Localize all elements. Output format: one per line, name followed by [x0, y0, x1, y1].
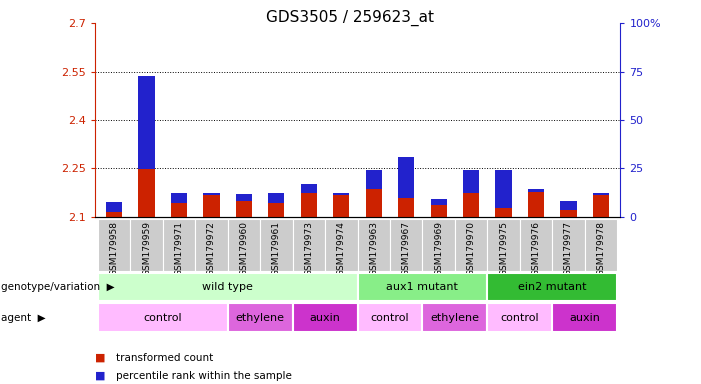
- Bar: [430, 199, 447, 217]
- Bar: [292, 303, 358, 332]
- Bar: [171, 193, 187, 217]
- Text: GSM179974: GSM179974: [336, 221, 346, 276]
- Bar: [228, 219, 260, 271]
- Text: genotype/variation  ▶: genotype/variation ▶: [1, 282, 115, 292]
- Bar: [98, 273, 358, 301]
- Bar: [358, 273, 487, 301]
- Bar: [138, 76, 155, 217]
- Bar: [463, 170, 479, 217]
- Bar: [528, 189, 544, 192]
- Bar: [268, 193, 285, 203]
- Bar: [560, 202, 576, 210]
- Text: ethylene: ethylene: [236, 313, 285, 323]
- Bar: [423, 303, 487, 332]
- Bar: [138, 76, 155, 169]
- Bar: [301, 193, 317, 217]
- Text: auxin: auxin: [310, 313, 341, 323]
- Bar: [366, 170, 382, 217]
- Bar: [358, 219, 390, 271]
- Bar: [268, 193, 285, 217]
- Text: GSM179978: GSM179978: [597, 221, 606, 276]
- Bar: [260, 219, 292, 271]
- Bar: [171, 193, 187, 204]
- Bar: [301, 184, 317, 193]
- Text: GSM179973: GSM179973: [304, 221, 313, 276]
- Bar: [366, 170, 382, 189]
- Text: transformed count: transformed count: [116, 353, 213, 363]
- Bar: [203, 193, 219, 217]
- Bar: [519, 219, 552, 271]
- Text: wild type: wild type: [203, 282, 253, 292]
- Bar: [325, 219, 358, 271]
- Text: GSM179967: GSM179967: [402, 221, 411, 276]
- Text: agent  ▶: agent ▶: [1, 313, 46, 323]
- Text: GSM179976: GSM179976: [531, 221, 540, 276]
- Text: GSM179960: GSM179960: [240, 221, 248, 276]
- Text: GSM179975: GSM179975: [499, 221, 508, 276]
- Bar: [552, 303, 617, 332]
- Text: GSM179977: GSM179977: [564, 221, 573, 276]
- Bar: [455, 219, 487, 271]
- Bar: [398, 157, 414, 198]
- Bar: [292, 219, 325, 271]
- Text: GSM179969: GSM179969: [434, 221, 443, 276]
- Text: GDS3505 / 259623_at: GDS3505 / 259623_at: [266, 10, 435, 26]
- Bar: [130, 219, 163, 271]
- Text: auxin: auxin: [569, 313, 600, 323]
- Text: ein2 mutant: ein2 mutant: [518, 282, 587, 292]
- Bar: [98, 219, 130, 271]
- Text: percentile rank within the sample: percentile rank within the sample: [116, 371, 292, 381]
- Bar: [585, 219, 617, 271]
- Bar: [333, 193, 349, 195]
- Text: ■: ■: [95, 371, 105, 381]
- Text: ethylene: ethylene: [430, 313, 479, 323]
- Text: GSM179972: GSM179972: [207, 221, 216, 276]
- Bar: [98, 303, 228, 332]
- Text: control: control: [371, 313, 409, 323]
- Bar: [552, 219, 585, 271]
- Bar: [236, 194, 252, 217]
- Text: GSM179970: GSM179970: [467, 221, 475, 276]
- Bar: [496, 170, 512, 217]
- Bar: [430, 199, 447, 205]
- Bar: [228, 303, 292, 332]
- Bar: [163, 219, 196, 271]
- Text: control: control: [144, 313, 182, 323]
- Text: aux1 mutant: aux1 mutant: [386, 282, 458, 292]
- Bar: [560, 210, 576, 217]
- Text: GSM179963: GSM179963: [369, 221, 379, 276]
- Text: GSM179961: GSM179961: [272, 221, 281, 276]
- Bar: [106, 212, 122, 217]
- Bar: [358, 303, 423, 332]
- Text: ■: ■: [95, 353, 105, 363]
- Bar: [423, 219, 455, 271]
- Bar: [463, 170, 479, 194]
- Bar: [528, 189, 544, 217]
- Text: control: control: [501, 313, 539, 323]
- Bar: [106, 202, 122, 212]
- Bar: [203, 193, 219, 195]
- Text: GSM179958: GSM179958: [109, 221, 118, 276]
- Bar: [236, 194, 252, 202]
- Bar: [487, 219, 519, 271]
- Bar: [487, 303, 552, 332]
- Bar: [487, 273, 617, 301]
- Bar: [390, 219, 423, 271]
- Text: GSM179971: GSM179971: [175, 221, 184, 276]
- Bar: [333, 193, 349, 217]
- Bar: [196, 219, 228, 271]
- Bar: [593, 193, 609, 217]
- Bar: [496, 170, 512, 208]
- Bar: [398, 157, 414, 217]
- Text: GSM179959: GSM179959: [142, 221, 151, 276]
- Bar: [593, 193, 609, 195]
